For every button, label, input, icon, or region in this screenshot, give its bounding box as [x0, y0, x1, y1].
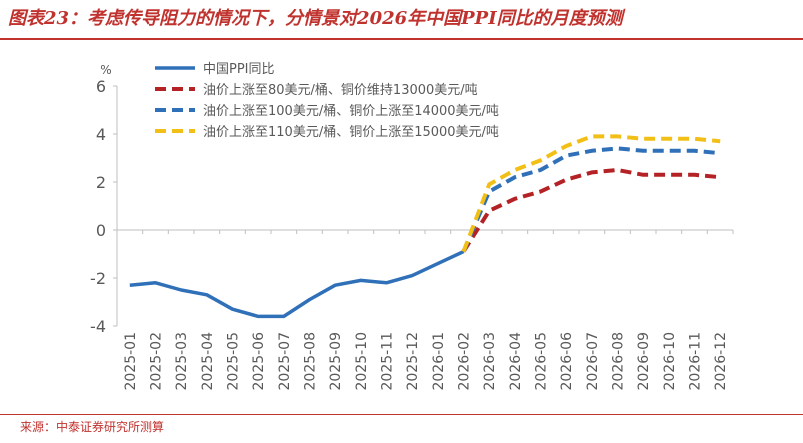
legend-label-2: 油价上涨至100美元/桶、铜价上涨至14000美元/吨 — [203, 104, 499, 119]
x-axis: 2025-01 2025-02 2025-03 2025-04 2025-05 2025-… — [116, 229, 734, 391]
x-tick-label: 2026-11 — [688, 332, 704, 391]
chart-source: 来源：中泰证券研究所测算 — [20, 420, 165, 434]
series-lines — [129, 134, 721, 319]
x-tick-label: 2025-08 — [303, 332, 319, 391]
x-tick-label: 2025-10 — [354, 332, 370, 391]
x-tick-label: 2026-02 — [457, 332, 473, 391]
y-tick-label: 6 — [96, 77, 106, 96]
x-tick-label: 2026-06 — [559, 332, 575, 391]
y-tick-label: 4 — [96, 125, 106, 144]
x-tick-label: 2025-12 — [405, 332, 421, 391]
y-tick-label: 0 — [96, 221, 106, 240]
y-axis-unit-label: % — [100, 63, 111, 77]
x-tick-label: 2025-07 — [277, 332, 293, 391]
x-tick-label: 2025-03 — [174, 332, 190, 391]
x-tick-label: 2026-01 — [431, 332, 447, 391]
x-tick-label: 2026-08 — [611, 332, 627, 391]
line-chart: 中国PPI同比油价上涨至80美元/桶、铜价维持13000美元/吨油价上涨至100… — [90, 62, 734, 391]
x-tick-label: 2026-03 — [482, 332, 498, 391]
y-axis: -4 -2 0 2 4 6% — [90, 63, 118, 336]
x-tick-label: 2025-04 — [200, 332, 216, 391]
x-tick-label: 2025-01 — [123, 332, 139, 391]
legend-label-1: 油价上涨至80美元/桶、铜价维持13000美元/吨 — [203, 83, 478, 98]
chart-title: 图表23：考虑传导阻力的情况下，分情景对2026年中国PPI同比的月度预测 — [8, 8, 623, 29]
x-tick-label: 2026-12 — [713, 332, 729, 391]
y-tick-label: 2 — [96, 173, 106, 192]
x-tick-label: 2026-10 — [662, 332, 678, 391]
chart-legend: 中国PPI同比油价上涨至80美元/桶、铜价维持13000美元/吨油价上涨至100… — [155, 62, 499, 140]
series-line-3 — [461, 134, 721, 253]
series-line-2 — [461, 146, 721, 253]
y-tick-label: -4 — [90, 317, 106, 336]
legend-label-0: 中国PPI同比 — [203, 62, 275, 77]
x-tick-label: 2025-11 — [380, 332, 396, 391]
x-tick-label: 2025-02 — [149, 332, 165, 391]
x-tick-label: 2026-04 — [508, 332, 524, 391]
series-line-0 — [129, 250, 465, 319]
x-tick-label: 2025-06 — [251, 332, 267, 391]
series-line-1 — [461, 168, 721, 253]
x-tick-label: 2026-07 — [585, 332, 601, 391]
x-tick-label: 2025-09 — [328, 332, 344, 391]
source-divider — [0, 414, 803, 415]
y-tick-label: -2 — [90, 269, 106, 288]
x-tick-label: 2026-05 — [534, 332, 550, 391]
x-tick-label: 2026-09 — [636, 332, 652, 391]
title-divider — [0, 38, 803, 40]
x-tick-label: 2025-05 — [226, 332, 242, 391]
legend-label-3: 油价上涨至110美元/桶、铜价上涨至15000美元/吨 — [203, 125, 499, 140]
